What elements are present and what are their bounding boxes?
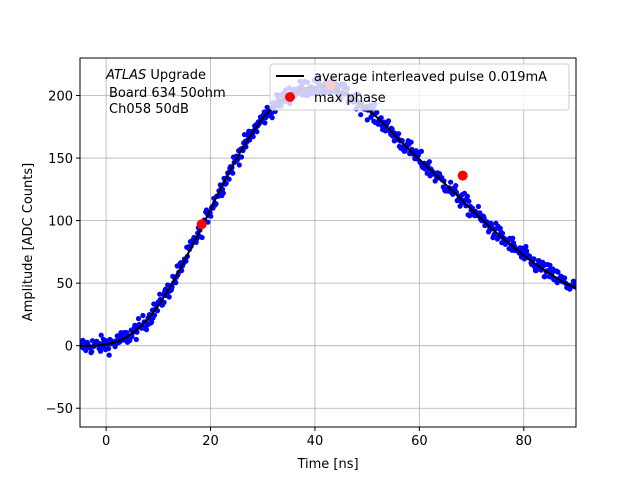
y-tick-label: 200 (48, 90, 73, 105)
scatter-point (364, 117, 370, 123)
scatter-point (523, 243, 529, 250)
annotation-line-3: Ch058 50dB (109, 102, 189, 117)
scatter-point (555, 269, 561, 275)
scatter-point (89, 349, 95, 355)
annotation: ATLAS Upgrade Board 634 50ohm Ch058 50dB (105, 68, 226, 117)
scatter-point (166, 294, 172, 300)
y-axis-label: Amplitude [ADC Counts] (21, 163, 36, 321)
scatter-point (374, 109, 380, 115)
scatter-point (254, 129, 260, 135)
scatter-point (464, 193, 470, 199)
x-tick-label: 80 (516, 434, 533, 449)
scatter-point (208, 213, 214, 219)
x-tick-label: 0 (102, 434, 110, 449)
scatter-point (226, 176, 232, 182)
annotation-atlas: ATLAS (105, 68, 146, 83)
scatter-point (149, 319, 155, 325)
scatter-point (135, 316, 142, 322)
scatter-point (466, 198, 472, 204)
scatter-point (143, 327, 150, 333)
scatter-point (467, 213, 473, 219)
scatter-point (133, 336, 139, 343)
y-tick-label: 50 (56, 277, 73, 292)
y-tick-label: 100 (48, 215, 73, 230)
annotation-line-1: ATLAS Upgrade (105, 68, 206, 83)
scatter-point (510, 235, 516, 241)
scatter-point (408, 139, 414, 145)
y-tick-label: 0 (65, 340, 73, 355)
scatter-point (499, 230, 506, 236)
scatter-point (358, 112, 364, 118)
legend-entry-average: average interleaved pulse 0.019mA (314, 70, 547, 85)
scatter-point (106, 352, 112, 358)
scatter-point (173, 280, 179, 286)
scatter-point (140, 312, 146, 319)
scatter-point (531, 256, 537, 262)
scatter-point (385, 118, 392, 124)
y-axis: −50 0 50 100 150 200 (46, 90, 80, 417)
annotation-upgrade: Upgrade (146, 68, 206, 83)
scatter-point (230, 170, 236, 176)
scatter-point (418, 148, 424, 154)
scatter-point (382, 128, 389, 134)
scatter-point (220, 190, 226, 196)
scatter-point (205, 219, 211, 225)
x-tick-label: 60 (411, 434, 428, 449)
scatter-point (396, 131, 402, 137)
scatter-point (542, 274, 548, 280)
scatter-point (199, 234, 205, 241)
legend-marker-swatch (285, 92, 295, 102)
annotation-line-2: Board 634 50ohm (109, 86, 226, 101)
scatter-point (105, 346, 112, 352)
max-phase-marker (196, 219, 207, 230)
x-axis: 0 20 40 60 80 (102, 427, 532, 449)
scatter-point (161, 299, 167, 305)
legend-entry-max-phase: max phase (314, 91, 386, 106)
scatter-point (236, 162, 242, 168)
scatter-point (97, 348, 104, 354)
x-axis-label: Time [ns] (296, 457, 358, 472)
y-tick-label: −50 (46, 402, 73, 417)
scatter-point (475, 203, 481, 210)
scatter-point (453, 183, 459, 189)
scatter-point (238, 154, 245, 160)
legend: average interleaved pulse 0.019mA max ph… (269, 63, 570, 111)
y-tick-label: 150 (48, 152, 73, 167)
scatter-point (269, 115, 275, 121)
max-phase-marker (457, 170, 468, 181)
scatter-point (448, 179, 454, 185)
plot-frame (79, 57, 577, 428)
scatter-point (262, 120, 268, 126)
x-tick-label: 20 (202, 434, 219, 449)
scatter-point (98, 332, 104, 338)
legend-box (269, 63, 570, 111)
scatter-point (127, 337, 133, 344)
x-tick-label: 40 (307, 434, 324, 449)
scatter-point (426, 159, 432, 165)
scatter-point (562, 275, 568, 281)
